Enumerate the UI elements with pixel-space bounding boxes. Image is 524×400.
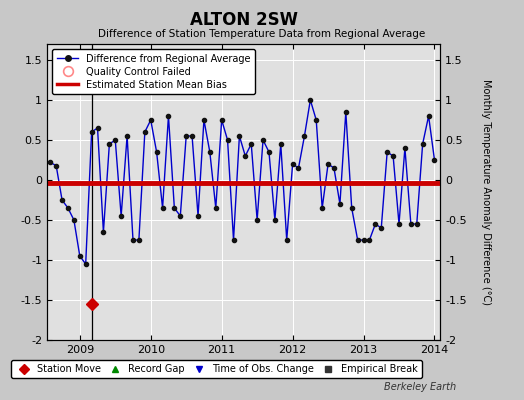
Y-axis label: Monthly Temperature Anomaly Difference (°C): Monthly Temperature Anomaly Difference (…: [481, 79, 490, 305]
Legend: Station Move, Record Gap, Time of Obs. Change, Empirical Break: Station Move, Record Gap, Time of Obs. C…: [10, 360, 422, 378]
Title: ALTON 2SW: ALTON 2SW: [190, 10, 298, 28]
Text: Difference of Station Temperature Data from Regional Average: Difference of Station Temperature Data f…: [99, 29, 425, 39]
Text: Berkeley Earth: Berkeley Earth: [384, 382, 456, 392]
